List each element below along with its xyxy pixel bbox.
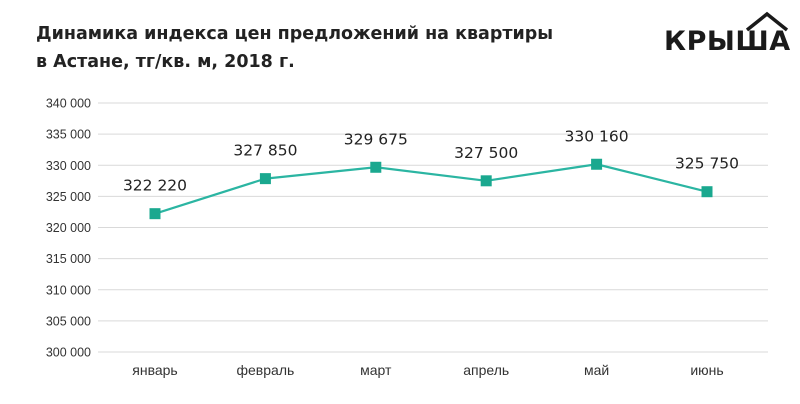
y-tick-label: 330 000 [46, 159, 91, 173]
data-point-marker [480, 175, 492, 187]
data-label: 330 160 [565, 127, 629, 145]
y-tick-label: 340 000 [46, 97, 91, 111]
y-tick-label: 315 000 [46, 252, 91, 266]
y-tick-label: 310 000 [46, 283, 91, 297]
data-point-marker [701, 186, 713, 198]
chart-title-line-1: Динамика индекса цен предложений на квар… [36, 24, 554, 44]
x-tick-label: март [360, 362, 392, 378]
x-tick-label: апрель [463, 362, 509, 378]
data-label: 327 500 [454, 144, 518, 162]
series-line [154, 163, 708, 215]
y-tick-label: 325 000 [46, 190, 91, 204]
x-tick-label: май [584, 362, 609, 378]
krysha-logo: КРЫША [664, 10, 790, 56]
y-tick-label: 300 000 [46, 346, 91, 360]
data-label: 322 220 [123, 177, 187, 195]
x-tick-label: июнь [690, 362, 723, 378]
house-roof-icon [745, 11, 789, 32]
data-point-marker [149, 208, 161, 220]
x-tick-label: февраль [237, 362, 295, 378]
data-point-marker [591, 158, 603, 170]
data-point-marker [259, 173, 271, 185]
logo-text: КРЫША [664, 26, 791, 57]
y-tick-label: 305 000 [46, 314, 91, 328]
x-tick-label: январь [132, 362, 177, 378]
y-tick-label: 320 000 [46, 221, 91, 235]
data-label: 329 675 [344, 130, 408, 148]
chart-title: Динамика индекса цен предложений на квар… [36, 20, 553, 76]
chart-title-line-2: в Астане, тг/кв. м, 2018 г. [36, 52, 295, 72]
data-point-marker [370, 161, 382, 173]
data-label: 325 750 [675, 155, 739, 173]
y-tick-label: 335 000 [46, 128, 91, 142]
data-label: 327 850 [233, 142, 297, 160]
